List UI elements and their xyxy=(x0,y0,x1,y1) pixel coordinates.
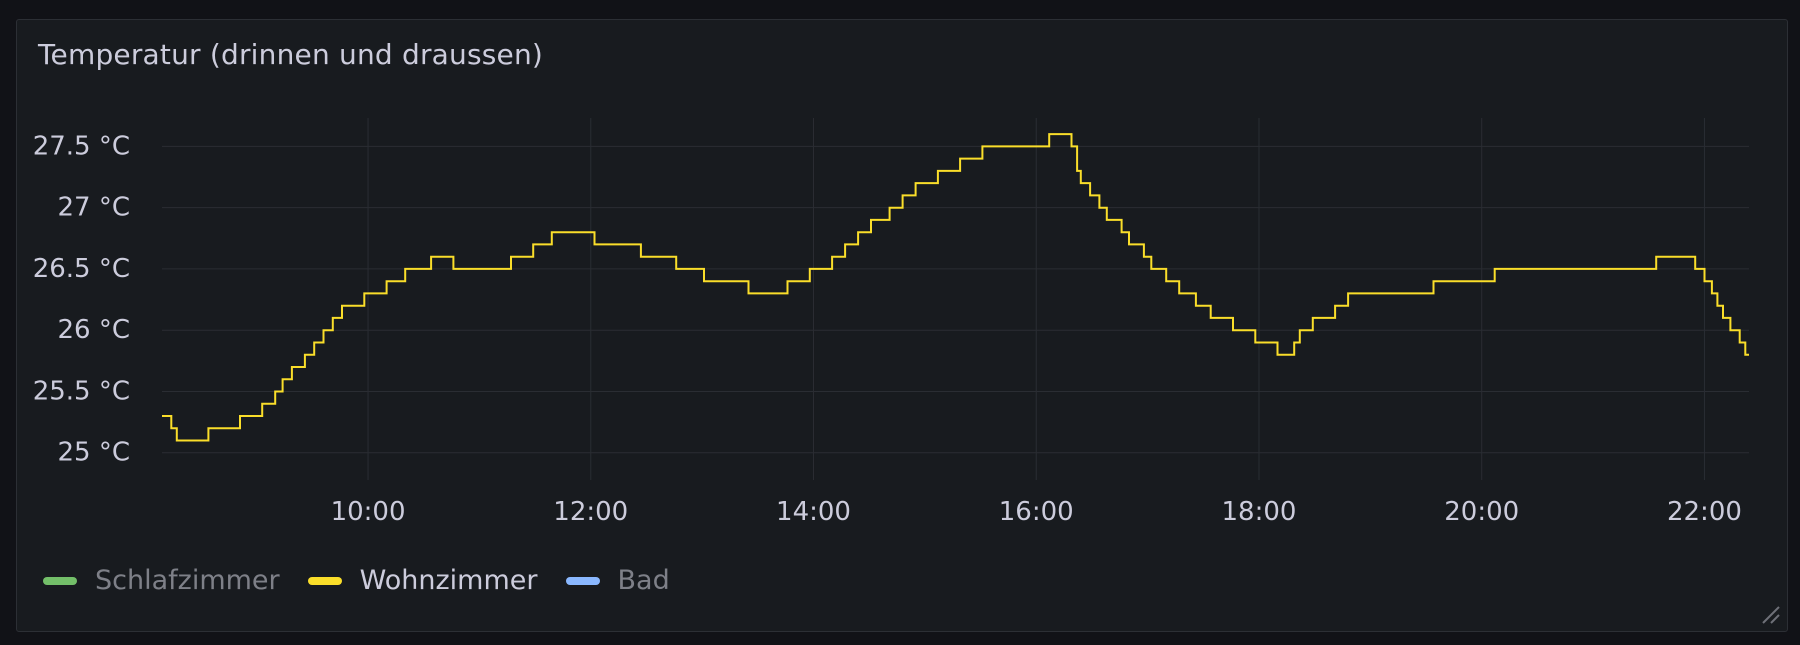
grid-lines xyxy=(162,118,1749,480)
legend-swatch-icon xyxy=(307,576,342,585)
temperature-panel: Temperatur (drinnen und draussen) 25 °C 2… xyxy=(16,19,1788,632)
y-tick-label: 25 °C xyxy=(57,438,130,468)
y-tick-label: 27.5 °C xyxy=(33,131,130,161)
legend-swatch-icon xyxy=(43,576,77,585)
legend-item-wohnzimmer[interactable]: Wohnzimmer xyxy=(307,565,538,596)
resize-handle-icon[interactable] xyxy=(1759,603,1781,625)
series-line-wohnzimmer[interactable] xyxy=(162,133,1749,442)
y-tick-label: 26 °C xyxy=(57,315,130,345)
legend-item-bad[interactable]: Bad xyxy=(565,565,670,596)
y-tick-label: 27 °C xyxy=(57,193,130,223)
x-tick-label: 22:00 xyxy=(1667,497,1742,527)
x-tick-label: 14:00 xyxy=(776,497,851,527)
panel-title[interactable]: Temperatur (drinnen und draussen) xyxy=(38,38,544,71)
series-lines xyxy=(162,133,1749,442)
y-tick-label: 25.5 °C xyxy=(33,376,130,406)
legend: Schlafzimmer Wohnzimmer Bad xyxy=(43,565,670,596)
x-tick-label: 16:00 xyxy=(999,497,1074,527)
x-axis-ticks: 10:00 12:00 14:00 16:00 18:00 20:00 22:00 xyxy=(331,497,1742,527)
legend-item-schlafzimmer[interactable]: Schlafzimmer xyxy=(43,565,280,596)
temperature-chart: 25 °C 25.5 °C 26 °C 26.5 °C 27 °C 27.5 °C 10:… xyxy=(33,118,1749,527)
y-axis-ticks: 25 °C 25.5 °C 26 °C 26.5 °C 27 °C 27.5 °C xyxy=(33,131,130,467)
y-tick-label: 26.5 °C xyxy=(33,254,130,284)
legend-label: Schlafzimmer xyxy=(95,565,280,596)
x-tick-label: 20:00 xyxy=(1444,497,1519,527)
legend-swatch-icon xyxy=(565,576,600,585)
x-tick-label: 12:00 xyxy=(553,497,628,527)
x-tick-label: 10:00 xyxy=(331,497,406,527)
legend-label: Wohnzimmer xyxy=(359,565,538,596)
x-tick-label: 18:00 xyxy=(1222,497,1297,527)
legend-label: Bad xyxy=(617,565,670,596)
